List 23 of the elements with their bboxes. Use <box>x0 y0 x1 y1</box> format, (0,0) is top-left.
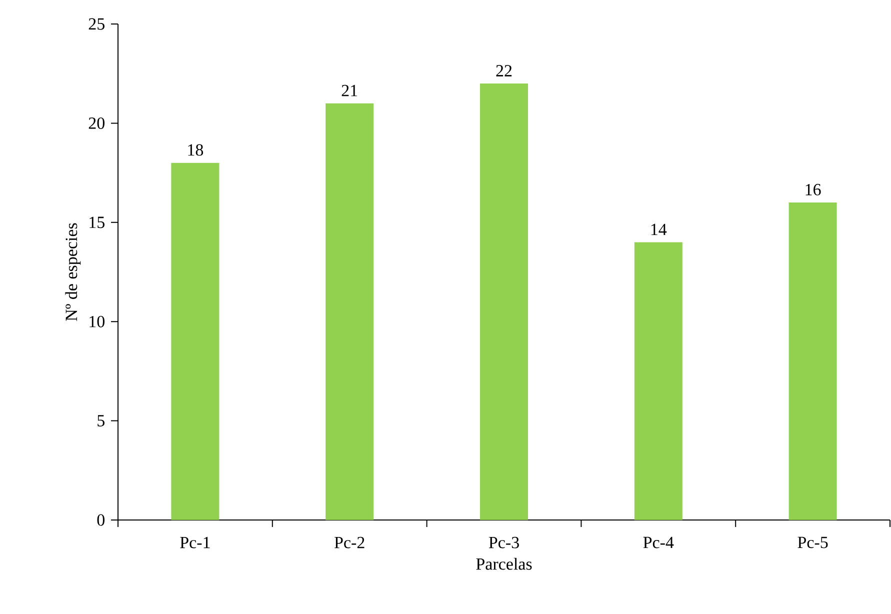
y-tick-label: 10 <box>90 316 104 328</box>
x-tick-label: Pc-4 <box>643 536 674 548</box>
data-label: 21 <box>342 84 358 96</box>
y-tick-label: 15 <box>90 216 104 228</box>
x-tick-label: Pc-1 <box>180 536 210 548</box>
bar <box>171 162 220 520</box>
y-tick-label: 20 <box>88 117 104 129</box>
y-tick-label: 0 <box>97 514 104 526</box>
bar <box>634 242 682 520</box>
bar <box>480 84 528 520</box>
bar <box>788 202 837 520</box>
bar <box>326 103 374 520</box>
data-label: 14 <box>651 224 667 236</box>
y-tick-label: 25 <box>88 18 104 30</box>
data-label: 18 <box>188 144 204 156</box>
x-tick-label: Pc-2 <box>334 536 364 548</box>
data-label: 16 <box>806 184 821 196</box>
x-axis-title: Parcelas <box>476 558 532 570</box>
data-label: 22 <box>496 65 512 76</box>
x-tick-label: Pc-5 <box>798 536 828 548</box>
x-tick-label: Pc-3 <box>488 536 519 548</box>
y-axis-title: Nº de especies <box>65 223 81 321</box>
y-tick-label: 5 <box>98 415 104 426</box>
